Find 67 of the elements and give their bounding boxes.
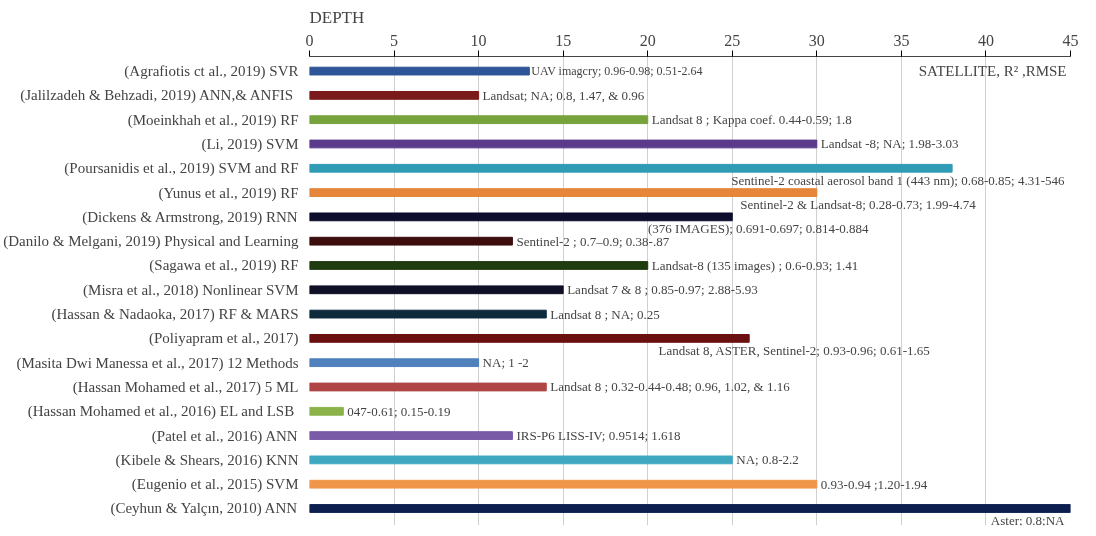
annotation: NA; 0.8-2.2 [736, 452, 799, 468]
annotation: Landsat 8 ; Kappa coef. 0.44-0.59; 1.8 [651, 112, 852, 128]
x-tick-label: 20 [639, 31, 656, 49]
x-tick-label: 35 [893, 31, 910, 49]
bar [309, 163, 953, 173]
y-tick-label: (Patel et al., 2016) ANN [151, 427, 298, 445]
y-tick-label: (Danilo & Melgani, 2019) Physical and Learning [3, 233, 299, 251]
annotation: 0.93-0.94 ;1.20-1.94 [820, 476, 928, 492]
x-tick-label: 15 [555, 31, 572, 49]
annotation: Landsat 8, ASTER, Sentinel-2; 0.93-0.96; 0.61-1.65 [658, 342, 930, 358]
annotation: NA; 1 -2 [482, 355, 529, 371]
annotation: Sentinel-2 coastal aerosol band 1 (443 nm); 0.68-0.85; 4.31-546 [731, 172, 1065, 188]
y-tick-label: (Misra et al., 2018) Nonlinear SVM [83, 281, 299, 299]
bar [309, 309, 547, 319]
bar [309, 212, 733, 222]
bar [309, 406, 344, 416]
x-tick-label: 45 [1062, 31, 1079, 49]
bar [309, 261, 649, 270]
chart-title: DEPTH [309, 7, 365, 27]
y-tick-label: (Kibele & Shears, 2016) KNN [115, 451, 299, 469]
y-tick-label: (Li, 2019) SVM [201, 135, 299, 153]
bar [309, 139, 818, 149]
x-tick-label: 5 [390, 31, 399, 49]
y-tick-label: (Ceyhun & Yalçın, 2010) ANN [110, 500, 298, 518]
bar [309, 90, 480, 100]
bar [309, 455, 733, 465]
bar [309, 188, 818, 197]
annotation: 047-0.61; 0.15-0.19 [347, 403, 451, 419]
y-tick-label: (Hassan & Nadaoka, 2017) RF & MARS [51, 306, 299, 324]
annotation: Landsat-8 (135 images) ; 0.6-0.93; 1.41 [651, 257, 859, 273]
x-tick-label: 25 [724, 31, 741, 49]
annotation: Landsat 7 & 8 ; 0.85-0.97; 2.88-5.93 [567, 282, 758, 298]
y-tick-label: (Poursanidis et al., 2019) SVM and RF [64, 160, 299, 178]
bar [309, 382, 547, 392]
annotation: Landsat; NA; 0.8, 1.47, & 0.96 [482, 87, 645, 103]
y-tick-label: (Eugenio et al., 2015) SVM [131, 476, 299, 494]
bar [309, 66, 530, 76]
y-tick-label: (Yunus et al., 2019) RF [158, 184, 299, 202]
x-tick-label: 30 [808, 31, 825, 49]
y-tick-label: (Agrafiotis ct al., 2019) SVR [124, 63, 299, 81]
bar [309, 504, 1071, 513]
bar [309, 115, 649, 125]
bar [309, 358, 480, 368]
annotation: IRS-P6 LISS-IV; 0.9514; 1.618 [516, 428, 681, 444]
x-tick-label: 10 [470, 31, 487, 49]
bar [309, 334, 750, 343]
annotation: Landsat 8 ; 0.32-0.44-0.48; 0.96, 1.02, & 1.16 [550, 379, 791, 395]
x-tick-label: 0 [305, 31, 314, 49]
y-tick-label: (Sagawa et al., 2019) RF [149, 257, 299, 275]
bar [309, 431, 513, 440]
annotation: Landsat 8 ; NA; 0.25 [550, 306, 660, 322]
y-tick-label: (Jalilzadeh & Behzadi, 2019) ANN,& ANFIS [20, 87, 294, 105]
annotation: Sentinel-2 & Landsat-8; 0.28-0.73; 1.99-4.74 [740, 196, 977, 212]
annotation: (376 IMAGES); 0.691-0.697; 0.814-0.884 [647, 221, 870, 237]
bar [309, 236, 513, 246]
y-tick-label: (Moeinkhah et al., 2019) RF [127, 111, 299, 129]
y-tick-label: (Hassan Mohamed et al., 2016) EL and LSB [27, 403, 295, 421]
annotation: Landsat -8; NA; 1.98-3.03 [820, 136, 959, 152]
annotation: SATELLITE, R² ,RMSE [918, 63, 1067, 80]
y-tick-label: (Masita Dwi Manessa et al., 2017) 12 Methods [16, 354, 299, 372]
annotation: UAV imagcry; 0.96-0.98; 0.51-2.64 [531, 64, 703, 79]
bar [309, 479, 818, 489]
y-tick-label: (Poliyapram et al., 2017) [148, 330, 299, 348]
bar [309, 285, 564, 295]
x-tick-label: 40 [977, 31, 994, 49]
y-tick-label: (Dickens & Armstrong, 2019) RNN [82, 208, 298, 226]
y-tick-label: (Hassan Mohamed et al., 2017) 5 ML [72, 378, 299, 396]
